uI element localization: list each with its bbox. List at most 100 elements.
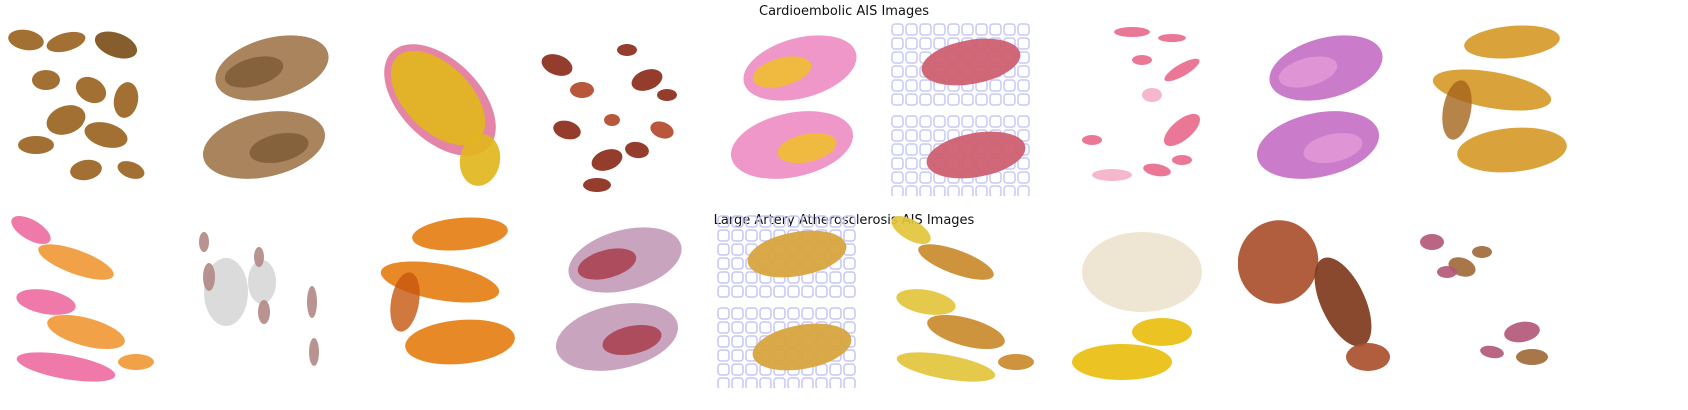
tissue-fragment <box>629 65 666 95</box>
histology-thumbnail <box>537 212 697 388</box>
slide-grid-cell <box>1018 94 1029 105</box>
slide-grid-cell <box>844 308 855 319</box>
tissue-fragment <box>7 27 46 53</box>
slide-grid-cell <box>718 272 729 283</box>
slide-grid-cell <box>718 216 729 227</box>
slide-grid-cell <box>906 116 917 127</box>
slide-grid-cell <box>976 116 987 127</box>
histology-thumbnail <box>886 212 1046 388</box>
slide-grid-cell <box>892 80 903 91</box>
histology-thumbnail <box>1412 20 1572 196</box>
slide-grid-cell <box>774 308 785 319</box>
slide-grid-cell <box>816 286 827 297</box>
slide-grid-cell <box>1018 158 1029 169</box>
tissue-fragment <box>111 80 141 120</box>
slide-grid-cell <box>906 94 917 105</box>
tissue-fragment <box>82 118 131 153</box>
slide-grid-cell <box>920 116 931 127</box>
slide-grid-cell <box>948 24 959 35</box>
histology-image <box>360 20 520 196</box>
tissue-section <box>14 285 77 319</box>
tissue-fragment <box>1437 266 1457 278</box>
histology-image <box>6 20 166 196</box>
histology-image <box>1412 20 1572 196</box>
slide-grid-cell <box>892 24 903 35</box>
tissue-fragment <box>203 263 215 291</box>
slide-grid-cell <box>718 258 729 269</box>
slide-grid-cell <box>718 336 729 347</box>
histology-image <box>1062 212 1222 388</box>
histology-thumbnail <box>6 212 166 388</box>
slide-grid-cell <box>718 322 729 333</box>
slide-grid-cell <box>816 216 827 227</box>
slide-grid-cell <box>844 216 855 227</box>
slide-grid-cell <box>746 364 757 375</box>
tissue-band <box>1455 123 1568 176</box>
slide-grid-cell <box>802 216 813 227</box>
tissue-fragment <box>1082 135 1102 145</box>
slide-grid-cell <box>906 24 917 35</box>
tissue-section <box>1072 344 1172 380</box>
slide-grid-cell <box>788 378 799 388</box>
slide-grid-cell <box>732 258 743 269</box>
slide-grid-cell <box>732 286 743 297</box>
histology-image <box>712 212 872 388</box>
slide-grid-cell <box>1018 172 1029 183</box>
slide-grid-cell <box>934 186 945 196</box>
tissue-fragment <box>69 157 104 182</box>
slide-grid-cell <box>830 364 841 375</box>
tissue-fragment <box>617 44 637 56</box>
tissue-fragment <box>551 118 583 143</box>
slide-grid-cell <box>934 130 945 141</box>
histology-thumbnail <box>886 20 1046 196</box>
slide-grid-cell <box>732 216 743 227</box>
slide-grid-cell <box>1018 38 1029 49</box>
tissue-fragment <box>539 50 576 80</box>
tissue-fragment <box>583 178 611 192</box>
slide-grid-cell <box>1004 116 1015 127</box>
histology-image <box>886 20 1046 196</box>
tissue-section <box>914 237 997 287</box>
slide-grid-cell <box>1004 172 1015 183</box>
slide-grid-cell <box>920 144 931 155</box>
slide-grid-cell <box>948 186 959 196</box>
slide-grid-cell <box>906 158 917 169</box>
slide-grid-cell <box>732 364 743 375</box>
tissue-fragment <box>1114 27 1150 37</box>
slide-grid-cell <box>830 216 841 227</box>
slide-grid-cell <box>732 378 743 388</box>
slide-grid-cell <box>830 378 841 388</box>
slide-grid-cell <box>844 350 855 361</box>
slide-grid-cell <box>760 378 771 388</box>
histology-image <box>184 20 344 196</box>
slide-grid-cell <box>906 186 917 196</box>
histology-image <box>6 212 166 388</box>
slide-grid-cell <box>934 38 945 49</box>
slide-grid-cell <box>1018 24 1029 35</box>
histology-thumbnail <box>184 212 344 388</box>
tissue-section <box>923 125 1029 186</box>
slide-grid-cell <box>774 216 785 227</box>
slide-grid-cell <box>1004 186 1015 196</box>
slide-grid-cell <box>718 230 729 241</box>
slide-grid-cell <box>760 286 771 297</box>
histology-thumbnail <box>537 20 697 196</box>
row-title-cardioembolic: Cardioembolic AIS Images <box>0 4 1688 19</box>
slide-grid-cell <box>844 364 855 375</box>
slide-grid-cell <box>962 186 973 196</box>
slide-grid-cell <box>892 94 903 105</box>
slide-grid-cell <box>990 94 1001 105</box>
slide-grid-cell <box>732 230 743 241</box>
tissue-fragment <box>1092 169 1132 181</box>
slide-grid-cell <box>934 24 945 35</box>
histology-image <box>537 212 697 388</box>
tissue-section <box>34 237 117 287</box>
histology-thumbnail <box>360 212 520 388</box>
histology-thumbnail <box>712 20 872 196</box>
tissue-section <box>749 317 855 378</box>
slide-grid-cell <box>760 308 771 319</box>
tissue-section <box>895 346 998 387</box>
slide-grid-cell <box>962 24 973 35</box>
histology-image <box>1238 20 1398 196</box>
slide-grid-cell <box>1018 116 1029 127</box>
